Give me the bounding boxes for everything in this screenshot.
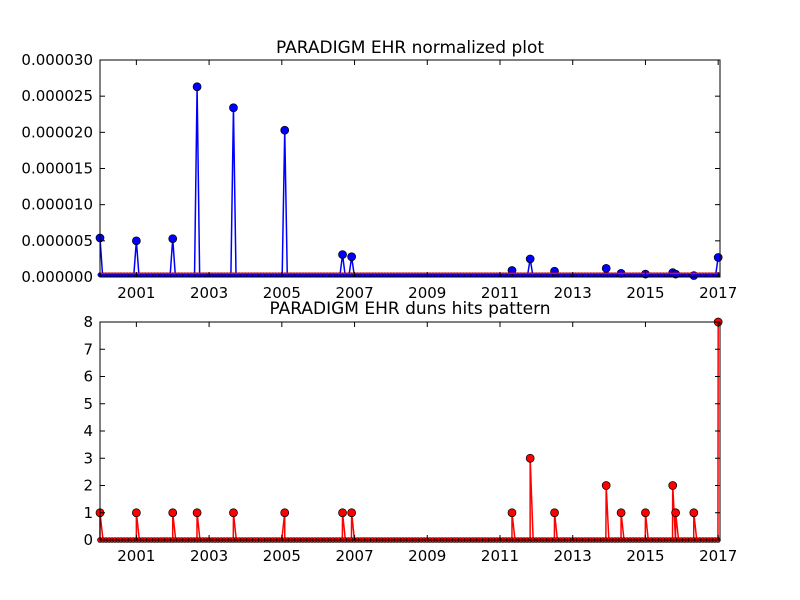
y-tick-label: 0 — [83, 531, 93, 549]
data-point — [507, 508, 517, 518]
x-tick-label: 2001 — [117, 284, 155, 302]
data-point — [280, 125, 290, 135]
y-tick-label: 0.000010 — [21, 196, 93, 214]
y-tick-label: 4 — [83, 422, 93, 440]
y-tick-label: 3 — [83, 449, 93, 467]
duns-hits-plot: PARADIGM EHR duns hits pattern 2001 2003 2… — [83, 299, 737, 565]
y-tick-label: 2 — [83, 477, 93, 495]
data-point — [641, 508, 650, 518]
y-tick-label: 0.000000 — [21, 268, 93, 286]
normalized-plot: PARADIGM EHR normalized plot 2001 2003 200… — [21, 38, 737, 302]
x-tick-label: 2005 — [263, 284, 301, 302]
y-tick-label: 0.000020 — [21, 123, 93, 141]
x-tick-label: 2003 — [190, 284, 228, 302]
data-point — [229, 103, 238, 113]
data-point — [507, 266, 517, 275]
x-tick-label: 2011 — [481, 547, 519, 565]
y-tick-label: 7 — [83, 340, 93, 358]
chart-title: PARADIGM EHR duns hits pattern — [269, 299, 550, 319]
x-tick-label: 2003 — [190, 547, 228, 565]
chart-title: PARADIGM EHR normalized plot — [276, 38, 544, 58]
data-point — [713, 253, 723, 262]
data-point — [168, 234, 178, 244]
data-point — [347, 508, 356, 518]
data-marks — [95, 82, 723, 280]
x-tick-label: 2015 — [626, 284, 664, 302]
x-tick-label: 2017 — [699, 284, 737, 302]
data-point — [192, 82, 202, 92]
x-tick-label: 2007 — [335, 284, 373, 302]
data-point — [671, 508, 680, 518]
x-tick-label: 2009 — [408, 284, 446, 302]
data-point — [132, 236, 141, 246]
x-tick-label: 2011 — [481, 284, 519, 302]
x-tick-label: 2015 — [626, 547, 664, 565]
data-point — [338, 508, 347, 518]
x-tick-label: 2005 — [263, 547, 301, 565]
y-tick-label: 0.000025 — [21, 87, 93, 105]
data-point — [601, 481, 611, 490]
x-tick-label: 2013 — [554, 284, 592, 302]
x-tick-label: 2009 — [408, 547, 446, 565]
data-point — [132, 508, 141, 518]
y-tick-label: 5 — [83, 395, 93, 413]
y-tick-label: 0.000005 — [21, 232, 93, 250]
data-point — [616, 508, 626, 518]
axis-ticks: 2001 2003 2005 2007 2009 2011 2013 2015 2017 0 1 2 3… — [83, 313, 737, 565]
data-point — [229, 508, 238, 518]
x-tick-label: 2001 — [117, 547, 155, 565]
data-point — [689, 508, 699, 518]
axis-ticks: 2001 2003 2005 2007 2009 2011 2013 2015 2017 0.00… — [21, 51, 737, 302]
data-point — [550, 508, 559, 518]
data-point — [525, 254, 535, 264]
y-tick-label: 0.000015 — [21, 160, 93, 178]
x-tick-label: 2013 — [554, 547, 592, 565]
y-tick-label: 6 — [83, 368, 93, 386]
data-point — [338, 250, 347, 259]
x-tick-label: 2017 — [699, 547, 737, 565]
data-point — [668, 481, 678, 490]
series-group — [95, 82, 723, 280]
x-tick-label: 2007 — [335, 547, 373, 565]
y-tick-label: 0.000030 — [21, 51, 93, 69]
data-point — [525, 453, 535, 463]
y-tick-label: 1 — [83, 504, 93, 522]
data-point — [601, 263, 611, 273]
data-point — [192, 508, 202, 518]
y-tick-label: 8 — [83, 313, 93, 331]
data-point — [347, 252, 356, 262]
data-point — [168, 508, 178, 518]
data-point — [280, 508, 290, 518]
